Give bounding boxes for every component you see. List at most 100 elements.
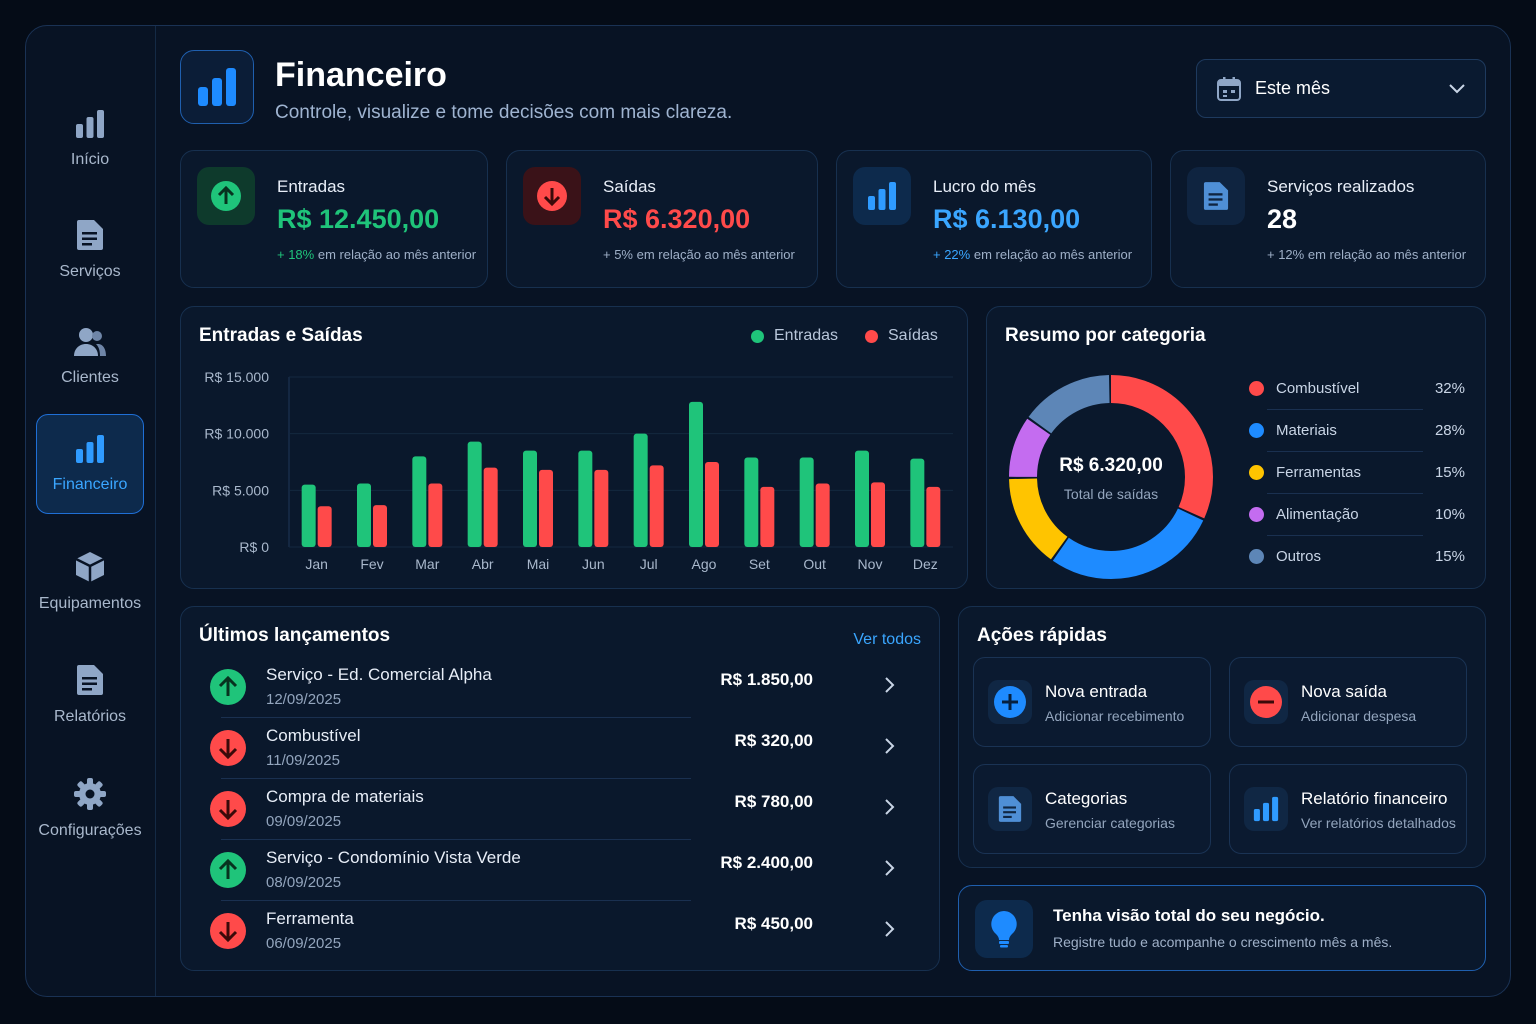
legend-item-saidas: Saídas (865, 327, 938, 345)
transaction-row[interactable]: Ferramenta 06/09/2025 R$ 450,00 (197, 901, 925, 961)
bar-chart-icon (76, 110, 104, 138)
lightbulb-icon (991, 911, 1017, 948)
kpi-delta: + 18% (277, 247, 315, 262)
category-name: Alimentação (1276, 505, 1359, 523)
transaction-row[interactable]: Serviço - Condomínio Vista Verde 08/09/20… (197, 840, 925, 900)
chevron-right-icon[interactable] (885, 860, 895, 876)
category-dot (1249, 380, 1264, 396)
kpi-delta: + 5% (603, 247, 633, 262)
period-value: Este mês (1255, 78, 1331, 98)
transaction-row[interactable]: Compra de materiais 09/09/2025 R$ 780,00 (197, 779, 925, 839)
bar-saídas-mar[interactable] (428, 483, 443, 547)
bar-entradas-jul[interactable] (633, 433, 648, 547)
donut-slice-materiais[interactable] (1009, 375, 1213, 579)
qa-title: Categorias (1045, 789, 1128, 808)
kpi-card-saidas: Saídas R$ 6.320,00 + 5% em relação ao mê… (506, 150, 818, 288)
category-dot (1249, 506, 1264, 522)
bar-saídas-dez[interactable] (926, 486, 941, 547)
category-name: Materiais (1276, 421, 1337, 439)
bar-entradas-fev[interactable] (357, 483, 371, 547)
transaction-separator (221, 900, 691, 901)
kpi-label: Serviços realizados (1267, 177, 1415, 196)
bar-entradas-mar[interactable] (412, 456, 427, 547)
qa-icon (1244, 680, 1288, 724)
bar-saídas-jan[interactable] (317, 506, 332, 547)
bar-saídas-fev[interactable] (373, 505, 387, 547)
kpi-card-entradas: Entradas R$ 12.450,00 + 18% em relação a… (180, 150, 488, 288)
bar-entradas-mai[interactable] (523, 450, 537, 547)
view-all-link[interactable]: Ver todos (853, 631, 921, 648)
bar-entradas-abr[interactable] (467, 441, 482, 547)
bar-entradas-ago[interactable] (689, 401, 703, 547)
arrow-up-icon (210, 852, 246, 888)
page-title: Financeiro (275, 56, 447, 94)
sidebar-item-equipamentos[interactable]: Equipamentos (36, 532, 144, 632)
chevron-right-icon[interactable] (885, 738, 895, 754)
bar-saídas-out[interactable] (815, 483, 830, 547)
bar-saídas-ago[interactable] (705, 462, 719, 547)
arrow-down-icon (537, 181, 567, 211)
chevron-right-icon[interactable] (885, 677, 895, 693)
x-tick-label: Set (749, 556, 770, 572)
sidebar-item-configuracoes[interactable]: Configurações (36, 759, 144, 859)
qa-subtitle: Gerenciar categorias (1045, 815, 1175, 831)
bar-entradas-dez[interactable] (910, 458, 925, 547)
bar-saídas-mai[interactable] (539, 469, 553, 547)
transaction-row[interactable]: Serviço - Ed. Comercial Alpha 12/09/2025 R… (197, 657, 925, 717)
category-item: Outros 15% (1249, 535, 1465, 577)
kpi-note: + 12% em relação ao mês anterior (1267, 247, 1466, 262)
kpi-card-servicos: Serviços realizados 28 + 12% em relação … (1170, 150, 1486, 288)
chevron-right-icon[interactable] (885, 799, 895, 815)
category-dot (1249, 548, 1264, 564)
report-icon (77, 665, 103, 695)
bar-chart-icon (868, 182, 896, 210)
sidebar-item-relatorios[interactable]: Relatórios (36, 645, 144, 745)
bar-saídas-jun[interactable] (594, 469, 609, 547)
bar-saídas-jul[interactable] (649, 465, 664, 547)
chevron-right-icon[interactable] (885, 921, 895, 937)
bar-entradas-out[interactable] (799, 457, 814, 547)
kpi-icon (853, 167, 911, 225)
transaction-row[interactable]: Combustível 11/09/2025 R$ 320,00 (197, 718, 925, 778)
bar-entradas-jan[interactable] (301, 484, 316, 547)
y-tick-label: R$ 0 (239, 539, 269, 555)
bar-entradas-jun[interactable] (578, 450, 593, 547)
transaction-date: 11/09/2025 (266, 752, 340, 769)
sidebar-item-label: Serviços (59, 263, 121, 280)
bar-entradas-nov[interactable] (855, 450, 869, 547)
donut-slice-combustível[interactable] (1009, 375, 1213, 579)
sidebar-item-clientes[interactable]: Clientes (36, 307, 144, 407)
x-tick-label: Out (803, 556, 826, 572)
transaction-amount: R$ 780,00 (734, 792, 813, 811)
transaction-amount: R$ 320,00 (734, 731, 813, 750)
page-subtitle: Controle, visualize e tome decisões com … (275, 102, 733, 123)
transaction-separator (221, 717, 691, 718)
bar-saídas-abr[interactable] (483, 467, 498, 547)
users-icon (74, 328, 106, 356)
qa-icon (988, 680, 1032, 724)
kpi-icon (197, 167, 255, 225)
sidebar-item-servicos[interactable]: Serviços (36, 200, 144, 300)
transaction-date: 08/09/2025 (266, 874, 342, 891)
transaction-amount: R$ 450,00 (734, 914, 813, 933)
document-icon (1203, 182, 1229, 210)
quick-action-nova-entrada[interactable]: Nova entrada Adicionar recebimento (973, 657, 1211, 747)
sidebar-item-financeiro[interactable]: Financeiro (36, 414, 144, 514)
quick-action-categorias[interactable]: Categorias Gerenciar categorias (973, 764, 1211, 854)
period-selector[interactable]: Este mês (1196, 59, 1486, 118)
kpi-delta: + 22% (933, 247, 971, 262)
bar-saídas-nov[interactable] (871, 482, 885, 547)
bar-saídas-set[interactable] (760, 486, 775, 547)
transaction-separator (221, 778, 691, 779)
category-percent: 28% (1434, 421, 1465, 439)
quick-action-nova-saida[interactable]: Nova saída Adicionar despesa (1229, 657, 1467, 747)
sidebar-item-inicio[interactable]: Início (36, 89, 144, 189)
category-summary-card: Resumo por categoria R$ 6.320,00 Total d… (986, 306, 1486, 589)
quick-action-relatorio[interactable]: Relatório financeiro Ver relatórios deta… (1229, 764, 1467, 854)
transaction-icon (210, 913, 246, 949)
category-dot (1249, 464, 1264, 480)
kpi-delta: + 12% (1267, 247, 1305, 262)
bar-entradas-set[interactable] (744, 457, 759, 547)
chart-title: Entradas e Saídas (199, 325, 363, 346)
kpi-label: Entradas (277, 177, 346, 196)
